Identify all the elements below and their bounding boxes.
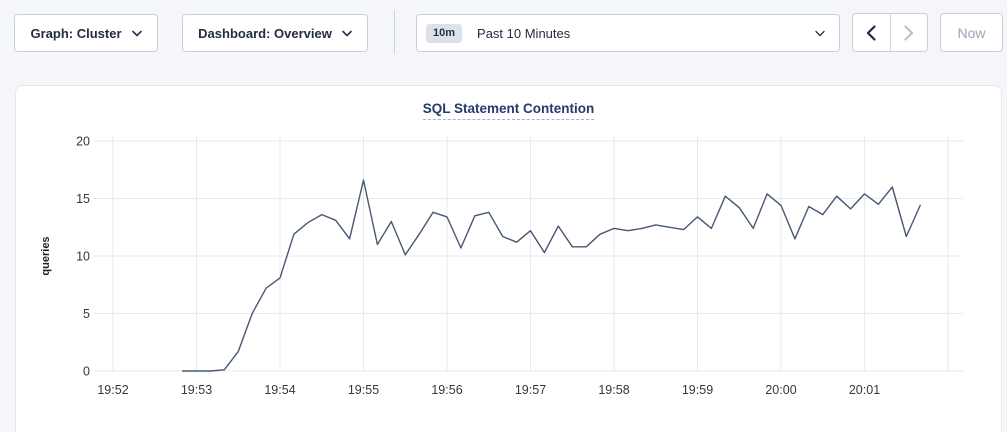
sql-statement-contention-chart[interactable]: 0 5 10 15 20 19:52 19:53 19:54 19:55 19:56 19:57 19… [16, 121, 1003, 418]
graph-dropdown-label: Graph: Cluster [30, 25, 122, 41]
x-tick-label: 20:00 [765, 383, 796, 397]
time-range-selector[interactable]: 10m Past 10 Minutes [416, 14, 840, 52]
dashboard-dropdown[interactable]: Dashboard: Overview [182, 14, 368, 52]
x-tick-label: 19:57 [515, 383, 546, 397]
x-tick-label: 19:58 [598, 383, 629, 397]
toolbar-divider [394, 10, 395, 54]
x-tick-label: 19:54 [264, 383, 295, 397]
now-button[interactable]: Now [940, 13, 1003, 52]
now-button-label: Now [957, 24, 986, 41]
x-tick-label: 19:53 [181, 383, 212, 397]
chevron-down-icon [815, 30, 825, 37]
y-tick-label: 10 [76, 250, 90, 264]
next-time-button[interactable] [889, 14, 928, 51]
time-range-label: Past 10 Minutes [477, 25, 571, 41]
x-tick-label: 19:59 [682, 383, 713, 397]
series-line-queries [181, 179, 921, 372]
time-range-badge: 10m [426, 23, 463, 43]
chart-title-row: SQL Statement Contention [16, 100, 1001, 120]
y-tick-label: 20 [76, 135, 90, 149]
y-tick-label: 5 [83, 307, 90, 321]
x-tick-label: 19:56 [431, 383, 462, 397]
chart-title[interactable]: SQL Statement Contention [422, 101, 595, 120]
chevron-right-icon [904, 24, 914, 41]
x-tick-label: 19:52 [97, 383, 128, 397]
y-axis-label: queries [40, 236, 52, 275]
time-step-button-group [852, 13, 928, 52]
previous-time-button[interactable] [853, 14, 890, 51]
x-tick-label: 19:55 [348, 383, 379, 397]
dashboard-dropdown-label: Dashboard: Overview [198, 25, 332, 41]
chart-card: SQL Statement Contention 0 5 10 15 20 19:52 19… [15, 85, 1002, 432]
y-tick-label: 0 [83, 365, 90, 379]
chevron-left-icon [866, 24, 876, 41]
chevron-down-icon [342, 30, 352, 37]
graph-dropdown[interactable]: Graph: Cluster [14, 14, 158, 52]
y-tick-label: 15 [76, 192, 90, 206]
chevron-down-icon [131, 30, 142, 37]
x-tick-label: 20:01 [849, 383, 880, 397]
